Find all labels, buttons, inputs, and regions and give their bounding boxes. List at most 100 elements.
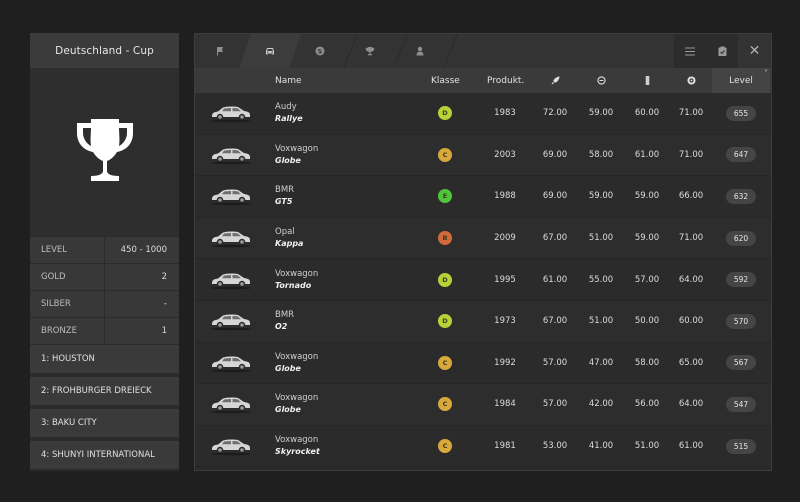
tab-car[interactable]: [239, 34, 301, 68]
column-header-braking[interactable]: [681, 68, 701, 93]
car-level: 632: [725, 176, 757, 217]
track-item-baku-city[interactable]: 3: BAKU CITY: [30, 409, 179, 438]
car-row[interactable]: Voxwagon Skyrocket C 1981 53.00 41.00 51…: [195, 425, 771, 468]
car-stat-speed: 51.00: [588, 316, 614, 327]
car-class: D: [435, 93, 455, 134]
car-model: Rallye: [275, 114, 303, 124]
column-header-name[interactable]: Name: [275, 75, 302, 86]
car-make: BMR: [275, 310, 295, 321]
car-row[interactable]: Voxwagon Globe C 1984 57.00 42.00 56.00 …: [195, 384, 771, 426]
car-thumbnail: [205, 426, 257, 467]
car-stat-acceleration: 57.00: [542, 357, 568, 368]
car-class: C: [435, 343, 455, 384]
flag-icon: [217, 47, 223, 56]
list-view-button[interactable]: [674, 34, 706, 68]
car-image-icon: [211, 397, 251, 414]
brake-disc-icon: [686, 76, 696, 85]
class-badge: B: [438, 231, 452, 246]
level-badge: 592: [726, 272, 756, 288]
column-header-produkt[interactable]: Produkt.: [487, 75, 525, 86]
car-stat-braking: 64.00: [678, 274, 704, 285]
car-level: 515: [725, 426, 757, 467]
car-name: Voxwagon Globe: [275, 384, 318, 425]
stat-row-bronze: BRONZE 1: [30, 318, 179, 344]
level-badge: 567: [726, 355, 756, 371]
class-badge: D: [438, 314, 452, 329]
column-header-level[interactable]: Level ˅: [712, 68, 770, 93]
column-header-handling[interactable]: [637, 68, 657, 93]
clipboard-button[interactable]: [706, 34, 738, 68]
tab-flag[interactable]: [195, 34, 245, 68]
trophy-icon: [365, 47, 375, 56]
track-item-shunyi-international[interactable]: 4: SHUNYI INTERNATIONAL: [30, 441, 179, 470]
car-model: Globe: [275, 155, 301, 165]
car-level: 547: [725, 384, 757, 425]
car-stat-handling: 57.00: [634, 274, 660, 285]
car-row[interactable]: Opal Kappa B 2009 67.00 51.00 59.00 71.0…: [195, 217, 771, 260]
rocket-icon: [550, 76, 560, 85]
car-level: 570: [725, 301, 757, 342]
car-stat-speed: 47.00: [588, 357, 614, 368]
stat-value: 450 - 1000: [105, 237, 179, 263]
car-selection-panel: S ✕ Name Klasse Produkt.: [194, 33, 772, 471]
car-make: Voxwagon: [275, 268, 319, 279]
car-row[interactable]: BMR O2 D 1973 67.00 51.00 50.00 60.00 57…: [195, 300, 771, 343]
column-header-klasse[interactable]: Klasse: [431, 75, 460, 86]
car-stat-handling: 51.00: [634, 441, 660, 452]
car-stat-acceleration: 69.00: [542, 191, 568, 202]
car-name: Opal Kappa: [275, 218, 303, 259]
car-stat-acceleration: 57.00: [542, 399, 568, 410]
car-thumbnail: [205, 176, 257, 217]
car-thumbnail: [205, 93, 257, 134]
car-stat-handling: 58.00: [634, 357, 660, 368]
car-row[interactable]: Voxwagon Globe C 2003 69.00 58.00 61.00 …: [195, 134, 771, 177]
tab-trophy[interactable]: [345, 34, 395, 68]
list-icon: [685, 47, 695, 55]
stat-label: GOLD: [30, 264, 104, 290]
car-class: E: [435, 176, 455, 217]
car-row[interactable]: Voxwagon Tornado D 1995 61.00 55.00 57.0…: [195, 259, 771, 301]
track-item-frohburger-dreieck[interactable]: 2: FROHBURGER DREIECK: [30, 377, 179, 406]
tab-coin[interactable]: S: [295, 34, 345, 68]
car-row[interactable]: Voxwagon Globe C 1992 57.00 47.00 58.00 …: [195, 342, 771, 385]
car-stat-handling: 59.00: [634, 233, 660, 244]
stat-value: 2: [105, 264, 179, 290]
stat-value: -: [105, 291, 179, 317]
car-stat-acceleration: 67.00: [542, 316, 568, 327]
car-make: Voxwagon: [275, 143, 319, 154]
stat-row-level: LEVEL 450 - 1000: [30, 237, 179, 263]
car-production-year: 1988: [494, 191, 516, 202]
class-badge: D: [438, 272, 452, 287]
car-name: Voxwagon Globe: [275, 343, 318, 384]
car-stat-acceleration: 67.00: [542, 233, 568, 244]
level-badge: 632: [726, 188, 756, 204]
car-image-icon: [211, 314, 251, 331]
stat-label: LEVEL: [30, 237, 104, 263]
column-header-speed[interactable]: [591, 68, 611, 93]
track-item-houston[interactable]: 1: HOUSTON: [30, 345, 179, 374]
tab-driver[interactable]: [395, 34, 445, 68]
car-stat-braking: 65.00: [678, 357, 704, 368]
level-badge: 655: [726, 105, 756, 121]
car-production-year: 1984: [494, 399, 516, 410]
car-stat-speed: 58.00: [588, 149, 614, 160]
driver-icon: [416, 46, 424, 56]
car-stat-handling: 60.00: [634, 108, 660, 119]
car-level: 567: [725, 343, 757, 384]
sort-descending-icon: ˅: [764, 69, 768, 78]
column-header-acceleration[interactable]: [545, 68, 565, 93]
car-model: O2: [275, 322, 288, 332]
car-stat-speed: 42.00: [588, 399, 614, 410]
car-thumbnail: [205, 384, 257, 425]
car-make: Audy: [275, 102, 297, 113]
car-row[interactable]: BMR GT5 E 1988 69.00 59.00 59.00 66.00 6…: [195, 176, 771, 218]
level-badge: 647: [726, 147, 756, 163]
stat-label: SILBER: [30, 291, 104, 317]
car-image-icon: [211, 148, 251, 165]
car-stat-handling: 61.00: [634, 149, 660, 160]
car-row[interactable]: Audy Rallye D 1983 72.00 59.00 60.00 71.…: [195, 93, 771, 135]
car-name: BMR GT5: [275, 176, 294, 217]
car-stat-acceleration: 61.00: [542, 274, 568, 285]
svg-text:S: S: [318, 47, 323, 55]
close-button[interactable]: ✕: [738, 34, 771, 68]
